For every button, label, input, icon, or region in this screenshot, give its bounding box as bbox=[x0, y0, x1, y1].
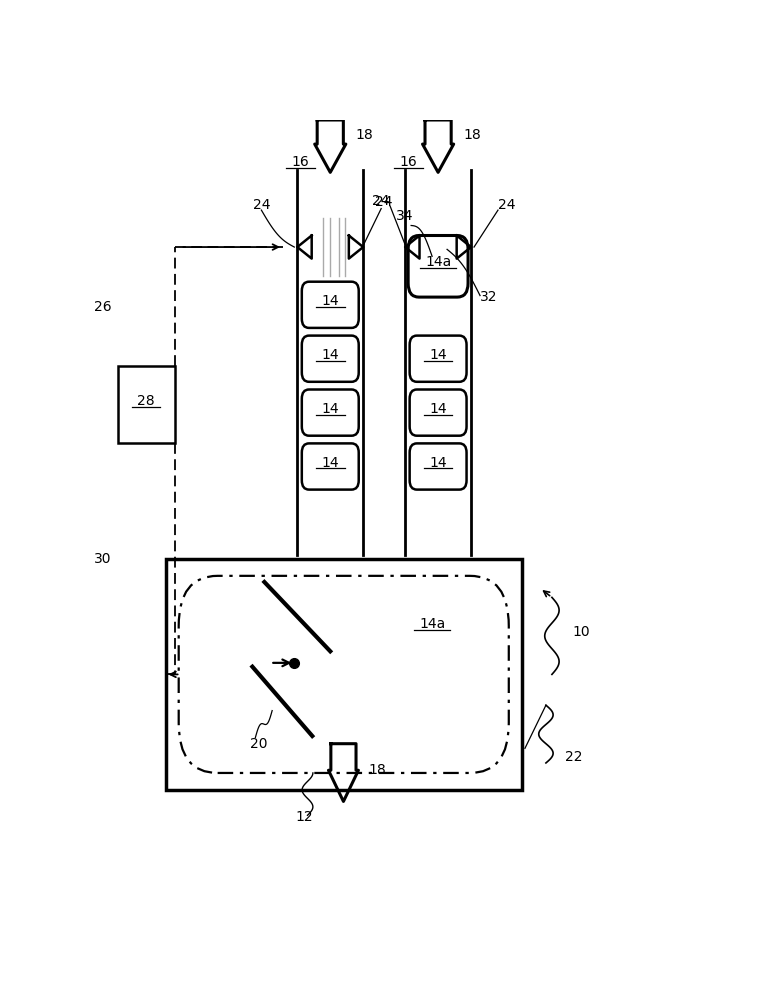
Text: 14a: 14a bbox=[425, 255, 451, 269]
Text: 20: 20 bbox=[250, 737, 267, 751]
Bar bbox=[117, 366, 175, 443]
Text: 14: 14 bbox=[429, 402, 447, 416]
Polygon shape bbox=[298, 235, 312, 259]
Text: 18: 18 bbox=[369, 763, 386, 777]
Text: 14: 14 bbox=[322, 294, 339, 308]
Text: 34: 34 bbox=[397, 209, 414, 223]
Bar bbox=[165, 559, 522, 790]
Polygon shape bbox=[405, 235, 420, 259]
Text: 22: 22 bbox=[565, 750, 583, 764]
Polygon shape bbox=[423, 120, 454, 172]
Polygon shape bbox=[315, 120, 346, 172]
FancyBboxPatch shape bbox=[410, 443, 467, 490]
Text: 14: 14 bbox=[429, 348, 447, 362]
Text: 16: 16 bbox=[400, 155, 417, 169]
Text: 16: 16 bbox=[291, 155, 309, 169]
Polygon shape bbox=[349, 235, 363, 259]
Text: 24: 24 bbox=[253, 198, 270, 212]
Text: 24: 24 bbox=[373, 194, 390, 208]
FancyBboxPatch shape bbox=[410, 336, 467, 382]
Text: 24: 24 bbox=[376, 195, 393, 209]
Text: 24: 24 bbox=[499, 198, 516, 212]
FancyBboxPatch shape bbox=[408, 235, 468, 297]
Text: 28: 28 bbox=[138, 394, 155, 408]
FancyBboxPatch shape bbox=[410, 390, 467, 436]
Text: 14: 14 bbox=[429, 456, 447, 470]
Text: 26: 26 bbox=[94, 300, 111, 314]
Text: 14: 14 bbox=[322, 348, 339, 362]
Text: 18: 18 bbox=[356, 128, 373, 142]
FancyBboxPatch shape bbox=[301, 443, 359, 490]
Text: 14: 14 bbox=[322, 402, 339, 416]
FancyBboxPatch shape bbox=[301, 336, 359, 382]
FancyBboxPatch shape bbox=[301, 390, 359, 436]
Text: 14: 14 bbox=[322, 456, 339, 470]
Text: 30: 30 bbox=[94, 552, 111, 566]
Polygon shape bbox=[329, 744, 359, 801]
Text: 10: 10 bbox=[573, 625, 591, 639]
Polygon shape bbox=[457, 235, 471, 259]
FancyBboxPatch shape bbox=[301, 282, 359, 328]
FancyBboxPatch shape bbox=[402, 599, 462, 657]
Text: 18: 18 bbox=[463, 128, 481, 142]
Text: 12: 12 bbox=[296, 810, 313, 824]
Text: 32: 32 bbox=[480, 290, 498, 304]
Text: 14a: 14a bbox=[419, 617, 445, 631]
